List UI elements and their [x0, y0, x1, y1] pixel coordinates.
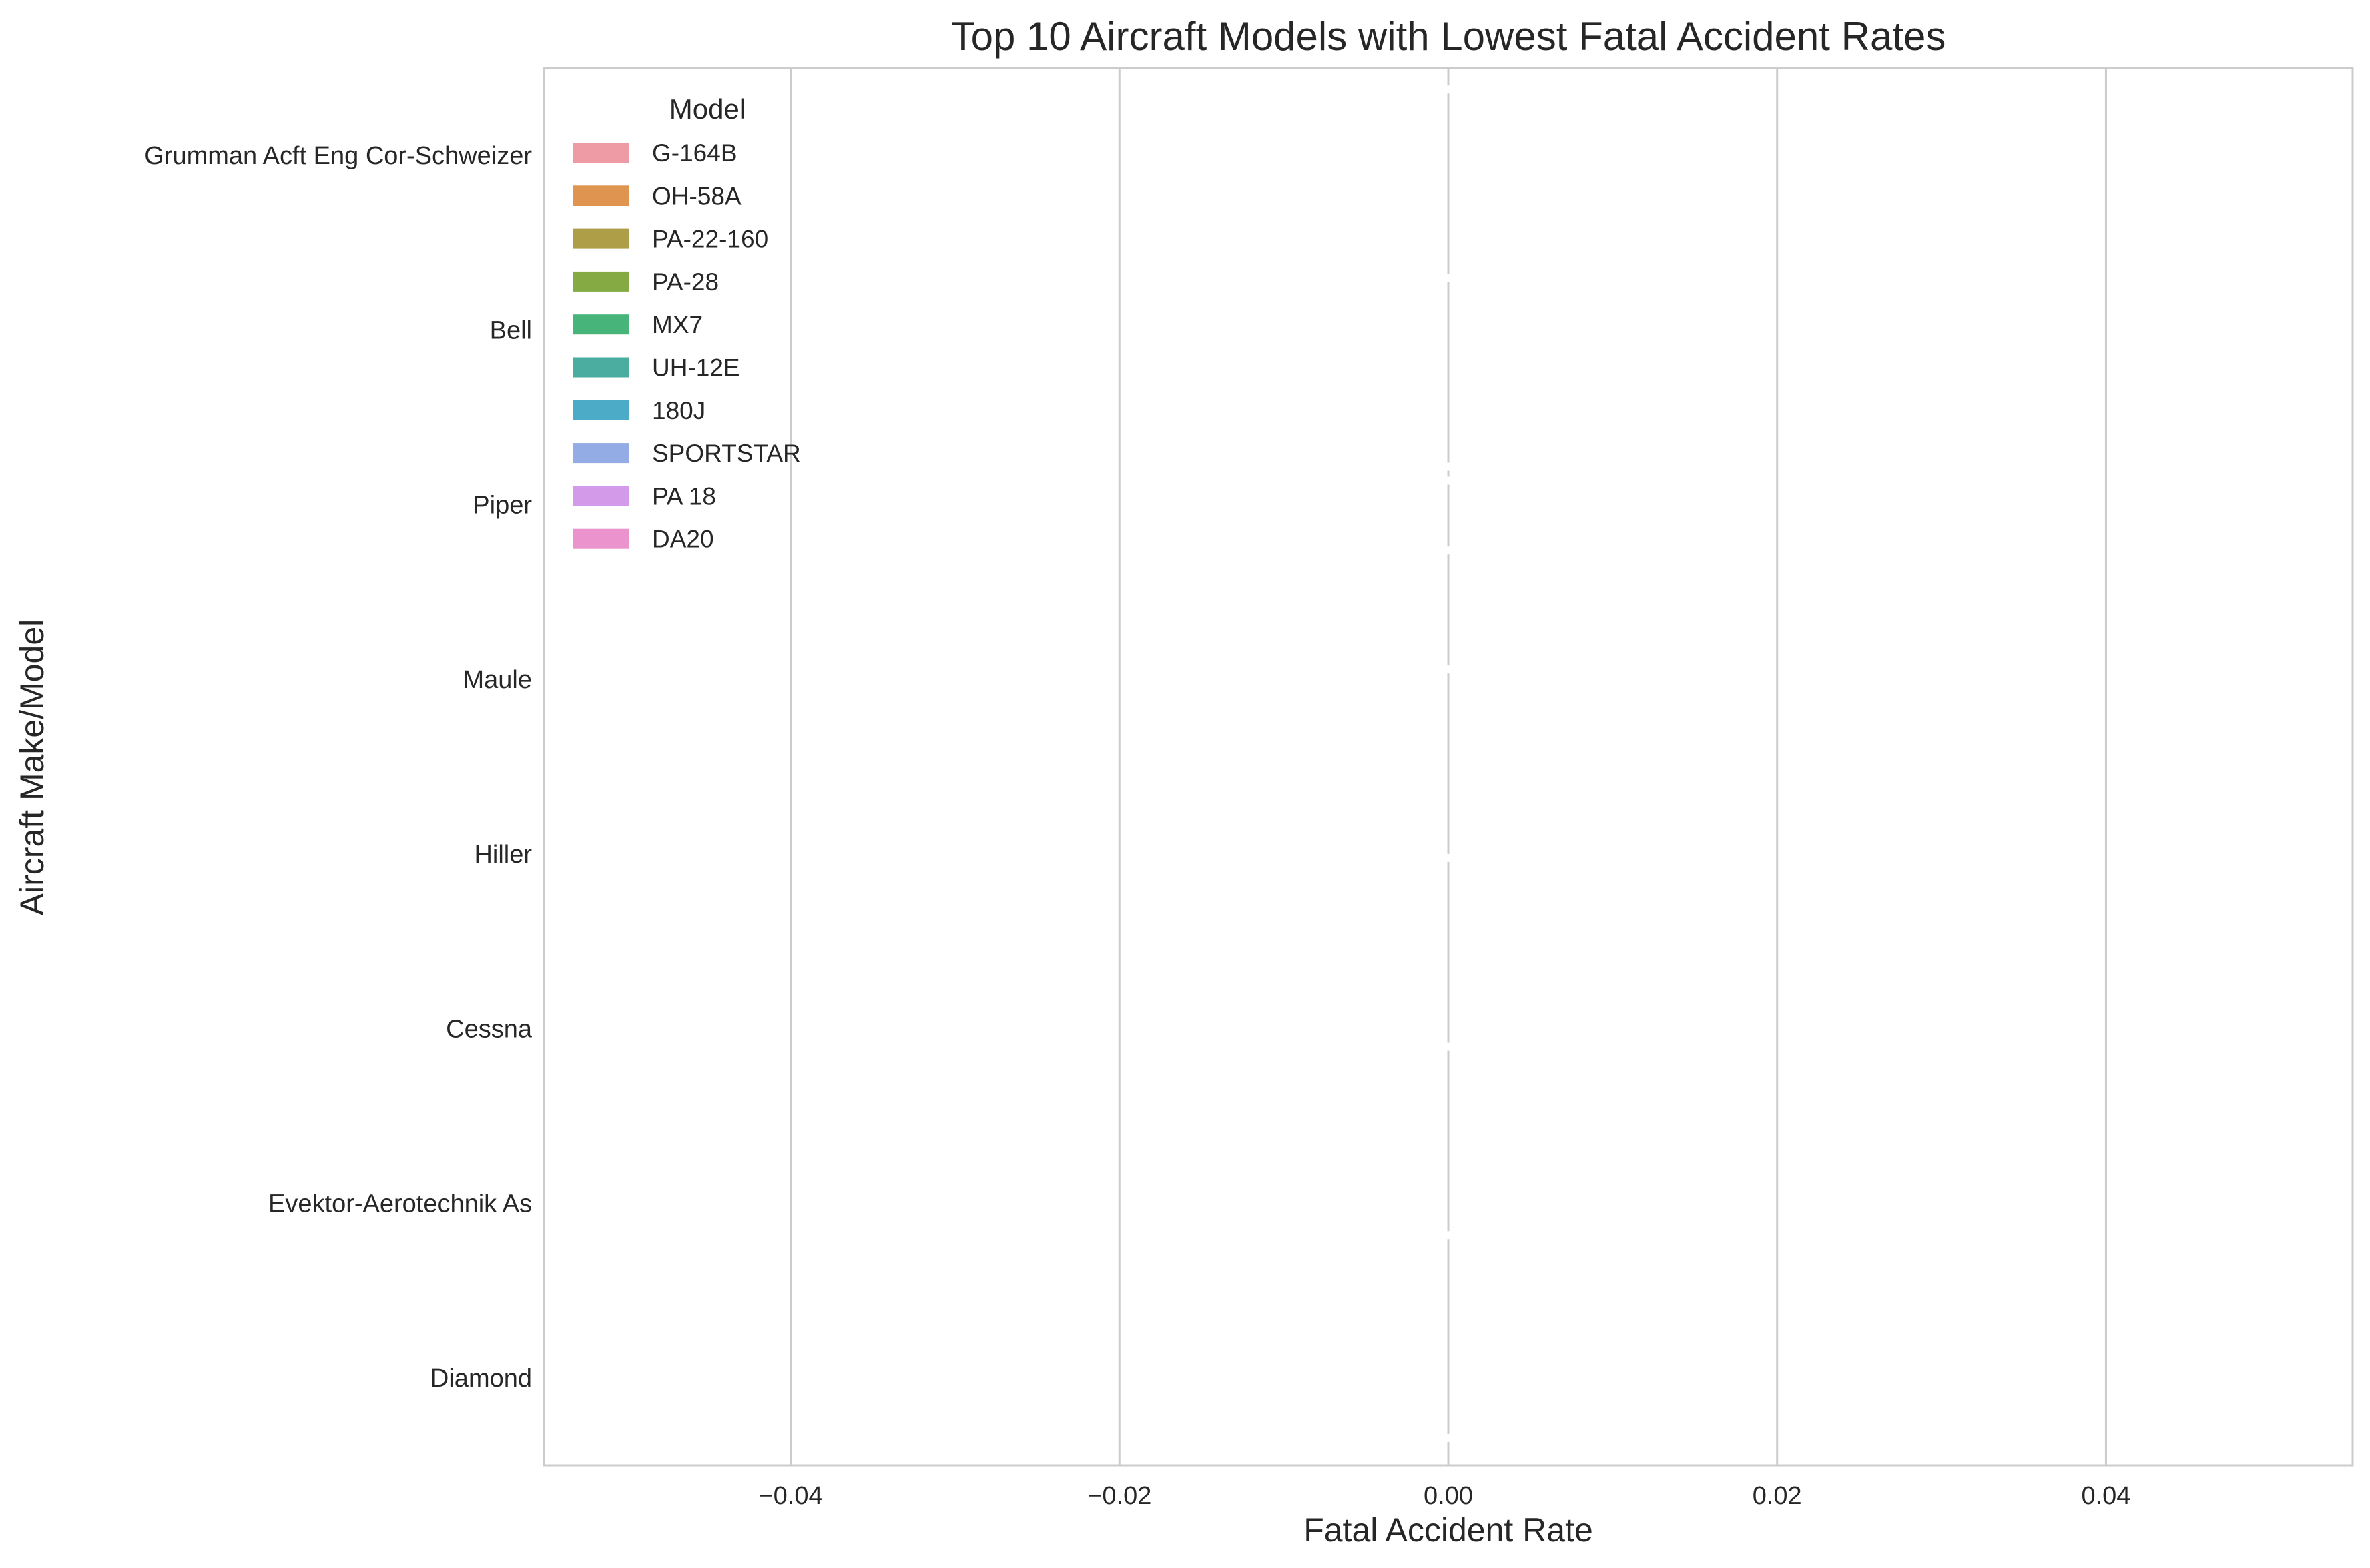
x-tick-label: −0.04 — [758, 1482, 822, 1510]
y-tick-label: Evektor-Aerotechnik As — [268, 1190, 532, 1218]
legend-swatch — [573, 228, 629, 249]
legend-swatch — [573, 314, 629, 335]
y-tick-label: Diamond — [430, 1364, 532, 1393]
y-tick-label: Piper — [473, 491, 532, 519]
x-tick-label: 0.00 — [1424, 1482, 1473, 1510]
legend-swatch — [573, 486, 629, 506]
legend-label: DA20 — [652, 526, 714, 553]
legend-label: 180J — [652, 397, 705, 424]
legend-entries: G-164B OH-58A PA-22-160 PA-28 MX7 UH-12E 180J S… — [573, 139, 801, 553]
y-axis-ticks: Grumman Acft Eng Cor-Schweizer Bell Piper M… — [144, 142, 533, 1393]
legend-swatch — [573, 357, 629, 378]
plot-frame — [543, 67, 2354, 1467]
chart-title: Top 10 Aircraft Models with Lowest Fatal… — [951, 14, 1946, 59]
y-tick-label: Hiller — [474, 841, 532, 869]
y-tick-label: Maule — [463, 666, 533, 694]
legend-swatch — [573, 271, 629, 292]
grid-lines — [790, 68, 2107, 1465]
legend-label: MX7 — [652, 311, 703, 338]
legend-label: PA-22-160 — [652, 226, 768, 253]
y-tick-label: Cessna — [446, 1016, 533, 1044]
legend-label: OH-58A — [652, 182, 742, 210]
legend-label: SPORTSTAR — [652, 440, 801, 467]
y-axis-label: Aircraft Make/Model — [13, 619, 51, 916]
legend-label: PA-28 — [652, 268, 719, 296]
x-axis-ticks: −0.04 −0.02 0.00 0.02 0.04 — [758, 1482, 2130, 1510]
y-tick-label: Bell — [490, 317, 532, 345]
x-axis-label: Fatal Accident Rate — [1303, 1511, 1593, 1549]
legend-label: UH-12E — [652, 354, 740, 382]
x-tick-label: 0.04 — [2081, 1482, 2130, 1510]
legend-swatch — [573, 185, 629, 206]
legend-label: G-164B — [652, 139, 737, 167]
x-tick-label: 0.02 — [1753, 1482, 1802, 1510]
legend-swatch — [573, 143, 629, 163]
y-tick-label: Grumman Acft Eng Cor-Schweizer — [144, 142, 532, 170]
legend-swatch — [573, 443, 629, 464]
legend-label: PA 18 — [652, 482, 716, 510]
legend: Model G-164B OH-58A PA-22-160 PA-28 MX7 UH-12… — [573, 93, 801, 553]
legend-title: Model — [669, 93, 746, 125]
legend-swatch — [573, 528, 629, 549]
x-tick-label: −0.02 — [1087, 1482, 1151, 1510]
legend-swatch — [573, 400, 629, 420]
